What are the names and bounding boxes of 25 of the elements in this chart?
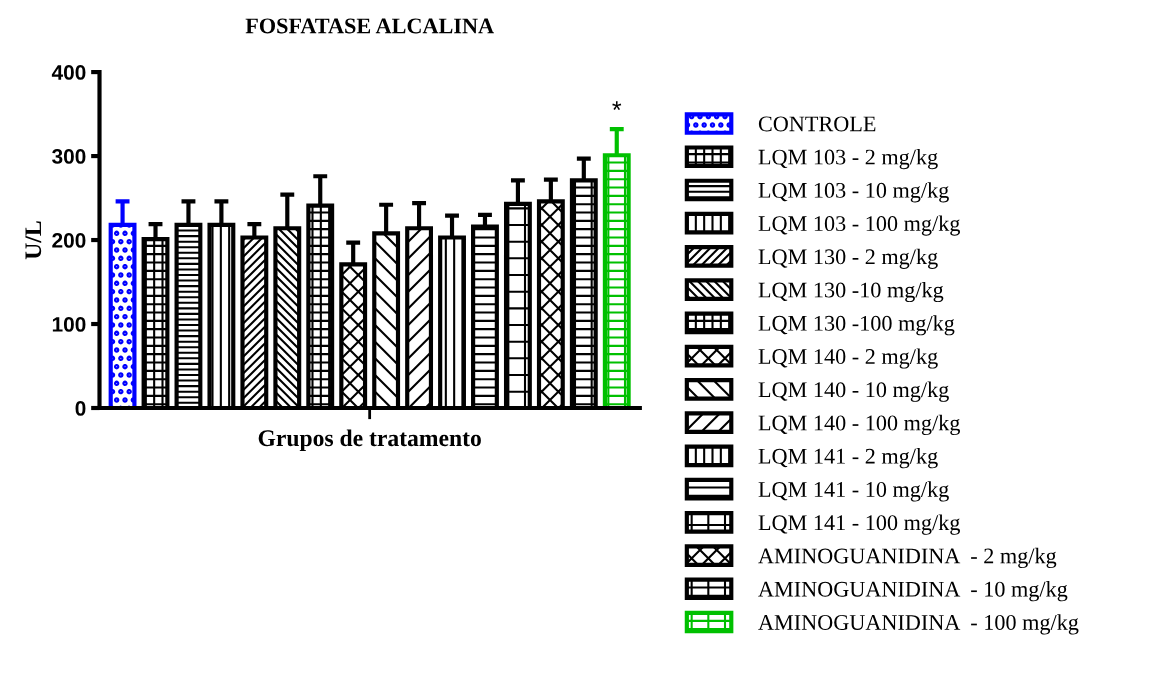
legend-label: LQM 141 - 10 mg/kg — [758, 481, 949, 502]
annotation: * — [612, 101, 622, 111]
legend-label: LQM 103 - 100 mg/kg — [758, 215, 960, 236]
legend-label: LQM 141 - 2 mg/kg — [758, 448, 938, 469]
legend-label: LQM 130 -100 mg/kg — [758, 315, 955, 336]
legend-label: LQM 141 - 100 mg/kg — [758, 514, 960, 535]
x-axis-title: Grupos de tratamento — [258, 429, 481, 451]
y-axis-title: U/L — [25, 221, 42, 260]
legend-label: AMINOGUANIDINA - 100 mg/kg — [758, 614, 1079, 635]
y-tick-label: 400 — [51, 65, 86, 80]
legend-label: LQM 140 - 10 mg/kg — [758, 381, 949, 402]
legend-label: LQM 130 -10 mg/kg — [758, 281, 944, 303]
chart-title: FOSFATASE ALCALINA — [245, 18, 494, 34]
legend-label: CONTROLE — [758, 116, 876, 132]
legend-label: LQM 140 - 2 mg/kg — [758, 348, 938, 369]
legend-label: LQM 130 - 2 mg/kg — [758, 248, 938, 269]
legend-label: LQM 103 - 2 mg/kg — [758, 148, 938, 170]
legend-label: LQM 140 - 100 mg/kg — [758, 414, 960, 436]
y-tick-label: 300 — [52, 149, 86, 164]
y-tick-label: 0 — [75, 401, 86, 416]
y-tick-label: 200 — [52, 233, 86, 248]
y-tick-label: 100 — [52, 317, 86, 332]
legend-label: AMINOGUANIDINA - 2 mg/kg — [758, 547, 1057, 569]
legend-label: LQM 103 - 10 mg/kg — [758, 182, 949, 203]
legend-label: AMINOGUANIDINA - 10 mg/kg — [758, 581, 1068, 602]
